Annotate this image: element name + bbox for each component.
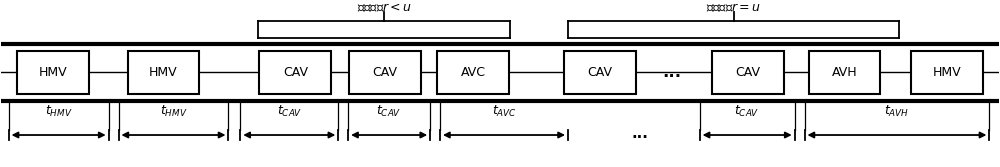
Text: CAV: CAV — [587, 66, 612, 79]
FancyBboxPatch shape — [712, 51, 784, 94]
FancyBboxPatch shape — [911, 51, 983, 94]
Text: CAV: CAV — [373, 66, 398, 79]
Text: CAV: CAV — [735, 66, 760, 79]
FancyBboxPatch shape — [17, 51, 89, 94]
FancyBboxPatch shape — [128, 51, 199, 94]
Text: $t_{CAV}$: $t_{CAV}$ — [277, 104, 302, 119]
Text: AVH: AVH — [832, 66, 857, 79]
FancyBboxPatch shape — [564, 51, 636, 94]
FancyBboxPatch shape — [809, 51, 880, 94]
Text: 车队规模$r<u$: 车队规模$r<u$ — [357, 2, 412, 15]
Text: $t_{AVH}$: $t_{AVH}$ — [884, 104, 909, 119]
Text: $t_{CAV}$: $t_{CAV}$ — [376, 104, 402, 119]
FancyBboxPatch shape — [349, 51, 421, 94]
Text: ...: ... — [631, 126, 648, 141]
Text: $t_{AVC}$: $t_{AVC}$ — [492, 104, 516, 119]
Text: AVC: AVC — [461, 66, 486, 79]
Text: 车队规模$r=u$: 车队规模$r=u$ — [706, 2, 761, 15]
FancyBboxPatch shape — [437, 51, 509, 94]
Text: HMV: HMV — [933, 66, 962, 79]
FancyBboxPatch shape — [259, 51, 331, 94]
Text: $t_{CAV}$: $t_{CAV}$ — [734, 104, 759, 119]
Text: ...: ... — [662, 63, 681, 81]
Text: $t_{HMV}$: $t_{HMV}$ — [160, 104, 187, 119]
Text: HMV: HMV — [38, 66, 67, 79]
Text: CAV: CAV — [283, 66, 308, 79]
Text: $t_{HMV}$: $t_{HMV}$ — [45, 104, 72, 119]
Text: HMV: HMV — [149, 66, 178, 79]
